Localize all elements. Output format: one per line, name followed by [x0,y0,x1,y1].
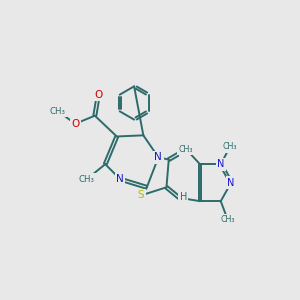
Text: CH₃: CH₃ [50,106,66,116]
Text: N: N [154,152,162,162]
Text: O: O [71,119,79,129]
Text: CH₃: CH₃ [179,145,193,154]
Text: H: H [180,192,187,202]
Text: N: N [116,174,124,184]
Text: O: O [181,145,189,155]
Text: N: N [227,178,235,188]
Text: CH₃: CH₃ [79,175,95,184]
Text: N: N [217,159,224,169]
Text: O: O [94,90,102,100]
Text: S: S [138,190,144,200]
Text: CH₃: CH₃ [220,215,235,224]
Text: CH₃: CH₃ [223,142,237,152]
